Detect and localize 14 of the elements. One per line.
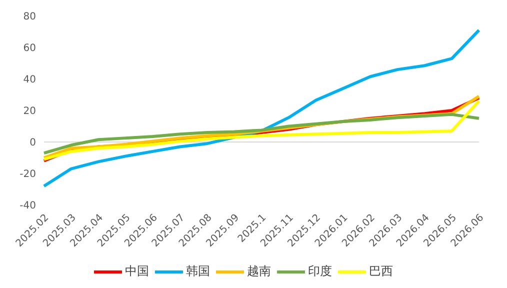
legend-label: 中国 bbox=[125, 263, 149, 280]
legend-label: 巴西 bbox=[369, 263, 393, 280]
y-tick-label: 0 bbox=[30, 138, 36, 149]
y-tick-label: 60 bbox=[23, 43, 36, 54]
y-tick-label: -40 bbox=[20, 200, 36, 212]
line-series bbox=[42, 112, 480, 155]
legend-label: 印度 bbox=[308, 263, 332, 280]
y-tick-label: 40 bbox=[23, 74, 36, 86]
y-tick-label: -20 bbox=[20, 169, 36, 180]
line-series bbox=[42, 28, 480, 188]
y-tick-label: 80 bbox=[23, 12, 36, 23]
y-tick-label: 20 bbox=[23, 106, 36, 118]
legend-label: 越南 bbox=[247, 263, 271, 280]
legend-label: 韩国 bbox=[186, 263, 210, 280]
